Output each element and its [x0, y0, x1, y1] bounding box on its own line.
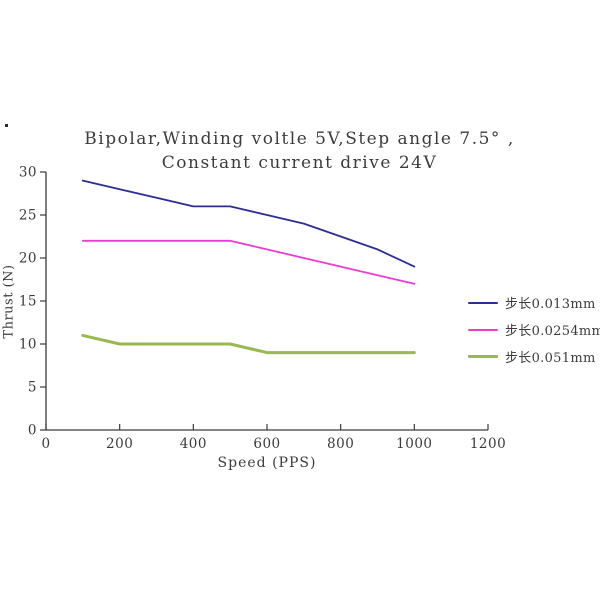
y-tick-label: 10	[19, 337, 37, 353]
x-tick-label: 1200	[470, 436, 506, 452]
legend-label: 步长0.013mm	[505, 297, 596, 312]
y-tick-label: 5	[28, 380, 37, 396]
chart-title-line1: Bipolar,Winding voltle 5V,Step angle 7.5…	[84, 129, 515, 149]
x-tick-label: 0	[41, 436, 50, 452]
series-line-0	[81, 179, 416, 268]
y-tick-label: 20	[19, 251, 37, 267]
x-axis-label: Speed (PPS)	[217, 455, 317, 471]
legend-item-1: 步长0.0254mm	[468, 320, 600, 339]
stray-mark	[5, 124, 8, 127]
y-tick-label: 30	[19, 165, 37, 181]
legend-item-2: 步长0.051mm	[468, 347, 600, 366]
chart-title: Bipolar,Winding voltle 5V,Step angle 7.5…	[37, 127, 562, 175]
y-tick-label: 25	[19, 208, 37, 224]
chart-title-line2: Constant current drive 24V	[161, 153, 438, 173]
legend-item-0: 步长0.013mm	[468, 293, 600, 312]
legend-label: 步长0.051mm	[505, 351, 596, 366]
legend-line-swatch	[468, 355, 498, 358]
y-tick-label: 0	[28, 423, 37, 439]
y-axis-label: Thrust (N)	[1, 264, 17, 339]
x-tick-label: 1000	[396, 436, 432, 452]
x-tick-label: 800	[327, 436, 354, 452]
y-tick-label: 15	[19, 294, 37, 310]
legend: 步长0.013mm 步长0.0254mm 步长0.051mm	[468, 293, 600, 374]
x-tick-label: 400	[180, 436, 207, 452]
axis-spines	[45, 172, 488, 431]
legend-label: 步长0.0254mm	[505, 324, 600, 339]
x-tick-label: 200	[106, 436, 133, 452]
series-line-2	[81, 333, 416, 355]
series-line-1	[81, 239, 416, 285]
x-tick-label: 600	[253, 436, 280, 452]
legend-line-swatch	[468, 328, 498, 331]
legend-line-swatch	[468, 301, 498, 304]
